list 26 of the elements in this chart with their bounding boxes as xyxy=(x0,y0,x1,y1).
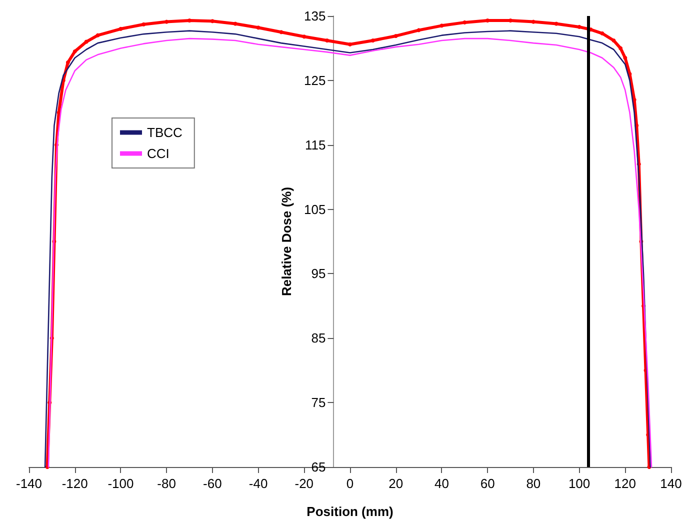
x-tick-label: -100 xyxy=(108,476,134,491)
y-tick-label: 125 xyxy=(304,72,326,88)
y-tick-label: 115 xyxy=(304,137,326,152)
x-tick-label: 80 xyxy=(526,476,541,491)
y-tick-label: 135 xyxy=(304,8,326,24)
x-axis-title: Position (mm) xyxy=(306,504,394,519)
x-tick-label: -120 xyxy=(62,476,88,491)
y-tick-label: 85 xyxy=(311,330,326,346)
x-tick-label: -60 xyxy=(203,476,222,491)
y-tick-label: 95 xyxy=(311,266,326,282)
x-tick-label: 0 xyxy=(346,476,354,491)
x-tick-label: 40 xyxy=(434,476,449,491)
x-tick-label: 100 xyxy=(568,476,590,491)
x-tick-label: 120 xyxy=(614,476,636,491)
x-tick-label: -140 xyxy=(16,476,42,491)
x-tick-label: -80 xyxy=(157,476,176,491)
x-tick-label: 140 xyxy=(660,476,682,491)
x-tick-label: -40 xyxy=(248,476,268,491)
x-tick-label: -20 xyxy=(294,476,314,491)
y-axis-title: Relative Dose (%) xyxy=(279,186,294,296)
legend-label: TBCC xyxy=(147,125,182,140)
y-tick-label: 75 xyxy=(311,395,326,410)
legend-label: CCI xyxy=(147,146,170,161)
x-tick-label: 20 xyxy=(388,476,404,491)
y-tick-label: 105 xyxy=(304,202,326,217)
x-tick-label: 60 xyxy=(480,476,495,491)
